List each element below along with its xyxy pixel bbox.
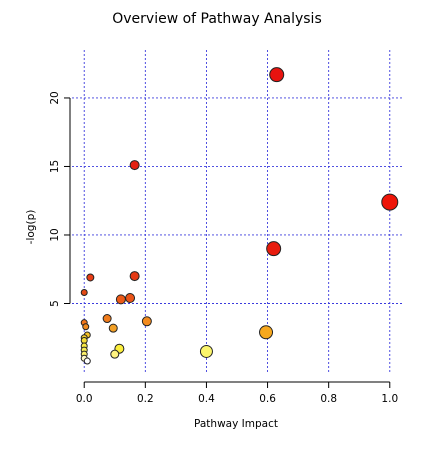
x-tick-label: 0.2 xyxy=(137,393,154,405)
data-point[interactable] xyxy=(125,293,136,304)
data-point[interactable] xyxy=(83,357,91,365)
data-point[interactable] xyxy=(129,160,140,171)
data-point[interactable] xyxy=(108,323,118,333)
data-point[interactable] xyxy=(381,193,399,211)
data-point[interactable] xyxy=(141,316,152,327)
axes: 0.0 0.2 0.4 0.6 0.8 1.0 5 10 15 20 xyxy=(49,91,398,405)
y-tick-label: 20 xyxy=(49,91,61,104)
grid xyxy=(72,50,402,372)
data-point[interactable] xyxy=(80,289,88,297)
data-point[interactable] xyxy=(129,271,140,282)
data-point[interactable] xyxy=(110,349,120,359)
x-tick-label: 0.8 xyxy=(320,393,337,405)
chart-title: Overview of Pathway Analysis xyxy=(112,11,322,27)
x-tick-label: 0.6 xyxy=(259,393,276,405)
data-point[interactable] xyxy=(86,273,95,282)
data-point[interactable] xyxy=(102,314,112,324)
x-tick-label: 0.0 xyxy=(76,393,93,405)
data-point[interactable] xyxy=(115,294,126,305)
x-tick-label: 1.0 xyxy=(381,393,398,405)
data-point[interactable] xyxy=(266,241,282,257)
y-tick-label: 5 xyxy=(49,300,61,307)
data-point[interactable] xyxy=(199,344,213,358)
data-point[interactable] xyxy=(269,67,285,83)
data-point[interactable] xyxy=(82,323,90,331)
data-point[interactable] xyxy=(259,325,274,340)
y-tick-label: 15 xyxy=(49,160,61,173)
x-tick-label: 0.4 xyxy=(198,393,215,405)
y-tick-label: 10 xyxy=(49,228,61,241)
x-axis-label: Pathway Impact xyxy=(194,418,278,430)
y-axis-label: -log(p) xyxy=(25,210,37,245)
data-points xyxy=(80,67,399,365)
